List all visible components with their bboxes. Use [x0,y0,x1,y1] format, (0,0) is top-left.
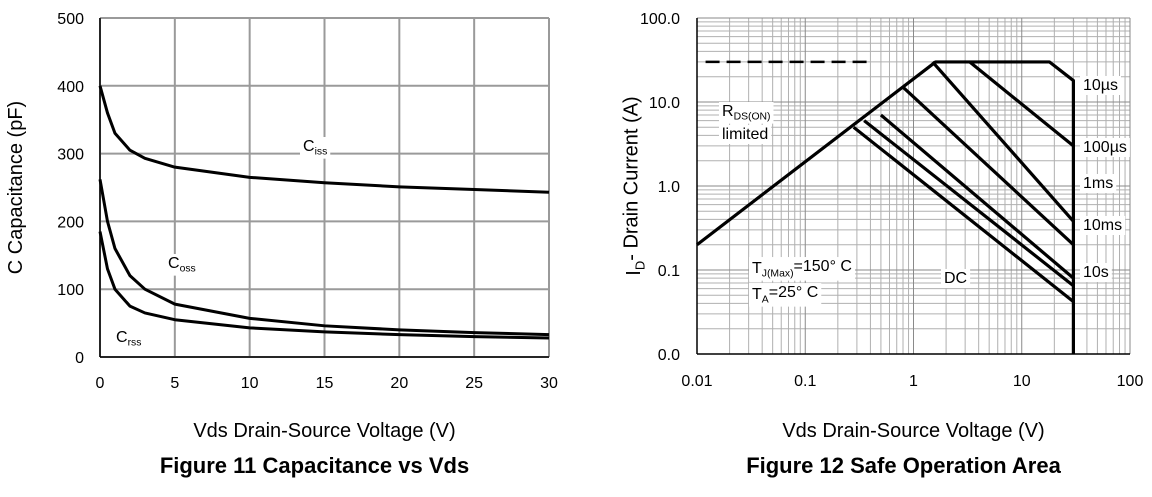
annotation-part: A [762,295,769,306]
annotation: TA=25° C [752,284,818,306]
series-line [968,60,1075,148]
annotation: TJ(Max)=150° C [752,258,852,280]
series-label-part: C [116,329,128,346]
label-background [1080,174,1117,193]
series-line [98,231,550,340]
x-tick-label: 25 [465,375,483,392]
y-tick-label: 400 [57,79,84,96]
series-label-part: 10ms [1083,217,1122,234]
series-line [852,126,1075,303]
y-tick-label: 0.1 [658,263,680,280]
annotation-part: T [752,260,762,277]
label-background [300,137,331,159]
y-tick-label: 0.0 [658,347,680,364]
label-background [165,254,199,276]
series-line [901,86,1075,246]
soa-boundary [696,60,1075,354]
series-line [863,119,1075,287]
annotation-part: R [722,103,734,120]
label-background [719,125,772,144]
series-label-part: 100µs [1083,139,1127,156]
y-tick-label: 500 [57,11,84,28]
y-axis-label: C Capacitance (pF) [5,101,27,274]
x-tick-label: 20 [390,375,408,392]
y-axis-label-part: - Drain Current (A) [621,96,643,260]
annotation: limited [722,126,768,143]
series-label-part: 10s [1083,264,1109,281]
series-line [98,179,550,337]
y-tick-label: 300 [57,147,84,164]
x-tick-label: 10 [241,375,259,392]
label-background [719,102,774,124]
y-axis-label: ID- Drain Current (A) [621,96,648,275]
x-axis-label: Vds Drain-Source Voltage (V) [193,420,455,442]
x-tick-label: 0.1 [794,373,816,390]
label-background [1080,76,1122,95]
series-label-part: iss [315,147,328,158]
series-label: DC [944,270,967,287]
x-tick-label: 10 [1013,373,1031,390]
label-background [749,283,822,307]
annotation-part: =150° C [794,258,852,275]
label-background [1080,138,1130,157]
x-tick-label: 5 [170,375,179,392]
series-label-part: DC [944,270,967,287]
y-tick-label: 1.0 [658,179,680,196]
series-label: 10µs [1083,77,1118,94]
annotation-part: DS(ON) [734,112,771,123]
annotation-part: J(Max) [762,269,794,280]
x-tick-label: 100 [1117,373,1144,390]
y-tick-label: 10.0 [649,95,680,112]
series-label: 1ms [1083,175,1113,192]
label-background [749,257,855,281]
x-tick-label: 0 [96,375,105,392]
x-tick-label: 1 [909,373,918,390]
x-tick-label: 15 [316,375,334,392]
series-label-part: 10µs [1083,77,1118,94]
x-tick-label: 30 [540,375,558,392]
series-label-part: 1ms [1083,175,1113,192]
chart-title: Figure 11 Capacitance vs Vds [160,453,469,478]
series-label-part: oss [180,264,196,275]
annotation-part: =25° C [769,284,819,301]
series-label-part: C [168,255,180,272]
series-label: Ciss [303,138,327,158]
y-tick-label: 0 [75,350,84,367]
series-line [931,60,1075,223]
annotation: RDS(ON) [722,103,771,123]
series-label: 100µs [1083,139,1127,156]
series-label: Crss [116,329,141,349]
label-background [1080,216,1126,235]
series-line [879,113,1075,280]
series-label: 10ms [1083,217,1122,234]
label-background [113,328,145,350]
series-label-part: C [303,138,315,155]
y-axis-label-part: D [633,261,648,270]
annotation-part: limited [722,126,768,143]
x-axis-label: Vds Drain-Source Voltage (V) [782,420,1044,442]
chart-title: Figure 12 Safe Operation Area [746,453,1061,478]
y-tick-label: 100.0 [640,11,680,28]
y-axis-label-part: I [623,270,645,276]
label-background [1080,263,1112,282]
series-label: 10s [1083,264,1109,281]
series-label: Coss [168,255,196,275]
label-background [941,269,971,288]
x-tick-label: 0.01 [681,373,712,390]
y-tick-label: 100 [57,282,84,299]
y-tick-label: 200 [57,214,84,231]
series-line [98,85,550,194]
series-label-part: rss [128,338,142,349]
annotation-part: T [752,286,762,303]
